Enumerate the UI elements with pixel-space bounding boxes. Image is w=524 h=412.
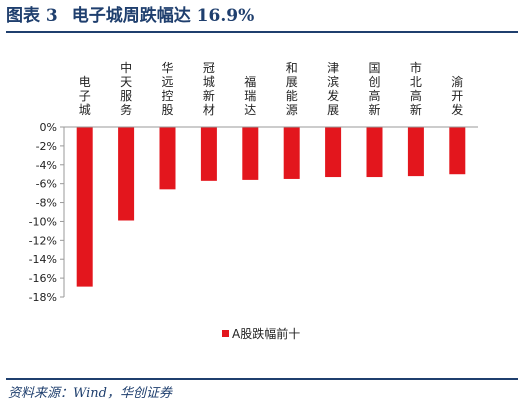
category-label: 和展能源: [286, 61, 298, 117]
bars: [76, 127, 466, 287]
category-label: 中天服务: [120, 60, 132, 117]
legend: A股跌幅前十: [222, 326, 300, 341]
y-tick-label: -6%: [36, 178, 57, 191]
legend-swatch: [222, 330, 229, 337]
y-tick-label: -16%: [29, 272, 57, 285]
y-tick-label: -4%: [36, 159, 57, 172]
bar-chart: 电子城 中天服务 华远控股 冠城新材 福瑞达 和展能源 津滨发展 国创高新 市北高新 渝开发 0%…: [29, 60, 478, 341]
category-labels: 电子城 中天服务 华远控股 冠城新材 福瑞达 和展能源 津滨发展 国创高新 市北高新 渝开发: [79, 60, 464, 117]
y-tick-label: -2%: [36, 140, 57, 153]
bar: [407, 127, 424, 177]
bottom-rule: [6, 378, 518, 380]
figure-label: 图表 3: [6, 6, 58, 26]
category-label: 国创高新: [368, 61, 380, 117]
bar: [283, 127, 300, 179]
bar: [242, 127, 259, 180]
legend-label: A股跌幅前十: [232, 326, 300, 341]
chart-title: 电子城周跌幅达 16.9%: [71, 6, 255, 26]
bar: [159, 127, 176, 190]
y-tick-label: -10%: [29, 215, 57, 228]
y-tick-label: -8%: [36, 197, 57, 210]
category-label: 电子城: [79, 75, 91, 117]
category-label: 市北高新: [410, 60, 422, 117]
y-axis: 0% -2% -4% -6% -8% -10% -12% -14% -16% -18%: [29, 121, 65, 304]
category-label: 华远控股: [161, 61, 173, 117]
bar: [449, 127, 466, 175]
bar: [366, 127, 383, 178]
bar: [325, 127, 342, 178]
category-label: 福瑞达: [244, 74, 256, 117]
y-tick-label: 0%: [40, 121, 57, 134]
source-note: 资料来源：Wind，华创证券: [8, 386, 172, 401]
category-label: 渝开发: [451, 74, 463, 117]
y-tick-label: -14%: [29, 253, 57, 266]
y-tick-label: -12%: [29, 234, 57, 247]
category-label: 津滨发展: [327, 61, 339, 117]
bar: [118, 127, 135, 221]
y-tick-label: -18%: [29, 291, 57, 304]
bar: [200, 127, 217, 181]
top-rule: [6, 31, 518, 33]
figure-title: 图表 3 电子城周跌幅达 16.9%: [6, 4, 518, 28]
bar: [76, 127, 93, 287]
category-label: 冠城新材: [203, 61, 215, 117]
